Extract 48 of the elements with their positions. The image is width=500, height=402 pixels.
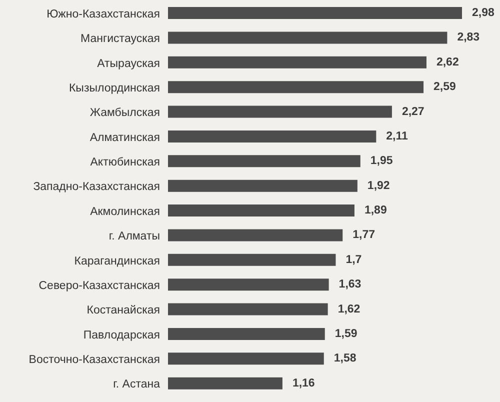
data-label: 1,62	[338, 303, 360, 316]
bar	[168, 303, 328, 316]
data-label: 2,98	[472, 7, 495, 19]
y-tick-label: г. Алматы	[108, 230, 160, 243]
y-tick-label: Акмолинская	[90, 206, 160, 218]
data-label: 1,58	[334, 352, 357, 365]
data-label: 1,59	[334, 328, 358, 340]
data-label: 1,77	[352, 229, 376, 242]
bar	[168, 56, 426, 68]
bar	[168, 278, 329, 291]
y-tick-label: Атырауская	[97, 58, 160, 70]
data-label: 2,11	[386, 130, 409, 142]
y-tick-label: Восточно-Казахстанская	[28, 354, 160, 366]
bar	[168, 377, 282, 390]
data-label: 1,92	[367, 180, 390, 192]
data-label: 2,27	[402, 106, 424, 118]
data-label: 2,59	[434, 81, 456, 94]
data-label: 1,7	[346, 254, 362, 266]
bar	[168, 204, 354, 216]
bar	[168, 155, 360, 168]
y-tick-label: Карагандинская	[74, 255, 160, 268]
data-label: 1,63	[338, 278, 362, 291]
bar	[168, 130, 376, 142]
data-label: 2,83	[457, 32, 480, 44]
bar	[168, 180, 358, 192]
y-tick-label: Алматинская	[90, 132, 160, 144]
y-tick-label: Жамбылская	[90, 107, 160, 120]
bar	[168, 254, 336, 266]
bar	[168, 352, 324, 365]
data-label: 1,89	[364, 204, 387, 216]
y-tick-label: Западно-Казахстанская	[33, 181, 160, 194]
data-label: 1,16	[292, 377, 315, 390]
y-tick-label: г. Астана	[113, 378, 161, 391]
y-tick-label: Актюбинская	[90, 156, 160, 169]
bar	[168, 328, 325, 340]
bar	[168, 32, 448, 44]
y-tick-label: Южно-Казахстанская	[46, 8, 160, 20]
data-label: 1,95	[370, 155, 394, 168]
y-tick-label: Кызылординская	[68, 82, 160, 94]
bar	[168, 81, 424, 94]
data-label: 2,62	[436, 56, 459, 68]
y-tick-label: Костанайская	[86, 304, 160, 317]
y-tick-label: Мангистауская	[80, 33, 160, 46]
bar	[168, 106, 392, 118]
y-tick-label: Северо-Казахстанская	[38, 280, 160, 292]
bar	[168, 229, 343, 242]
bar	[168, 7, 462, 19]
y-tick-label: Павлодарская	[83, 329, 160, 342]
